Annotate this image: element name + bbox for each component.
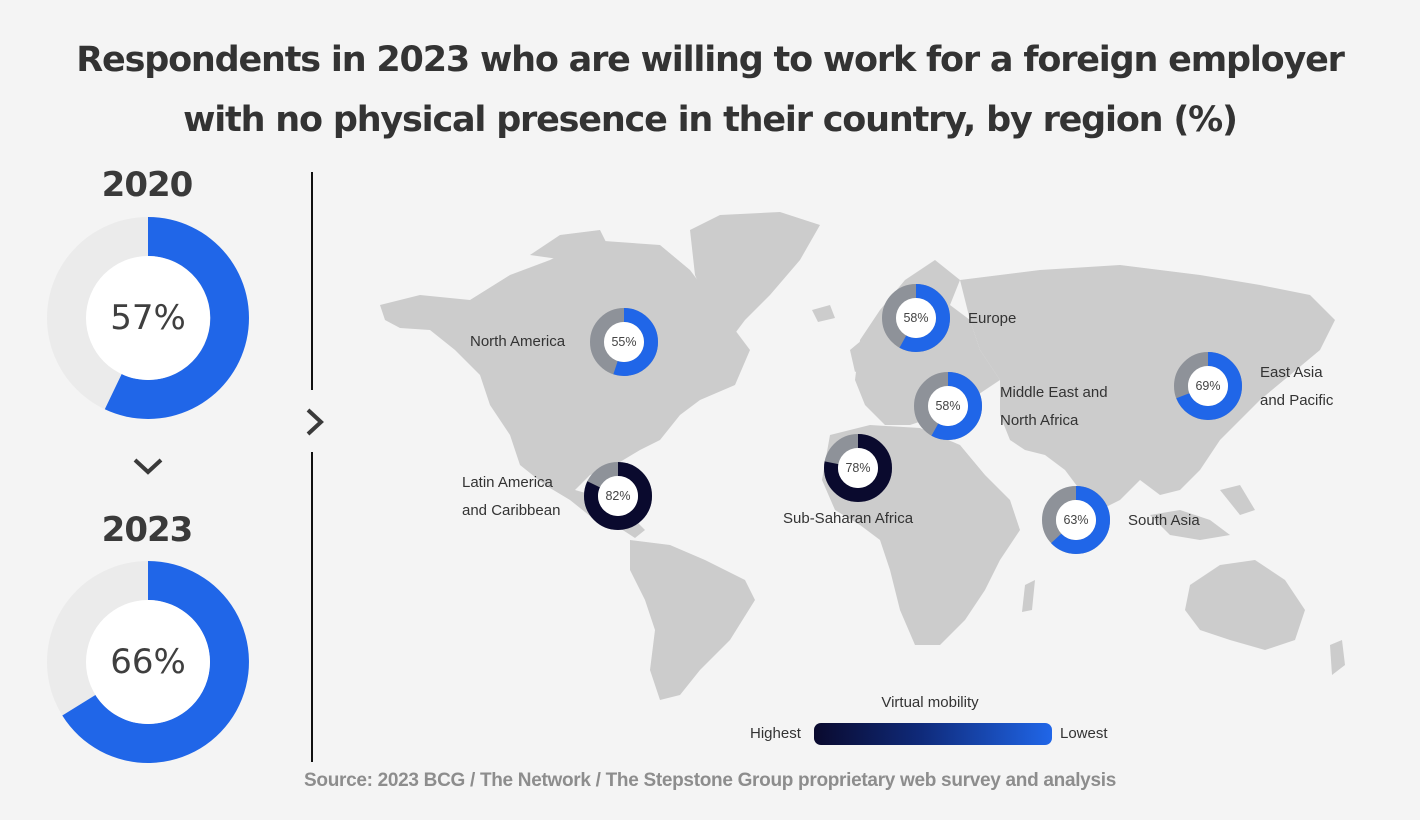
continent-south-america	[630, 540, 755, 700]
donut-east-asia-pacific: 69%	[1170, 348, 1246, 424]
label-middle-east-north-africa-line-2: North Africa	[1000, 412, 1079, 429]
chart-title-line-2: with no physical presence in their count…	[183, 100, 1238, 140]
donut-2023: 66%	[46, 560, 250, 764]
chevron-right-icon	[306, 408, 324, 436]
chart-title: Respondents in 2023 who are willing to w…	[0, 30, 1420, 150]
donut-europe-value: 58%	[903, 311, 929, 325]
divider-bottom	[311, 452, 313, 762]
continent-north-america	[380, 240, 750, 520]
label-north-america: North America	[470, 333, 566, 350]
label-east-asia-pacific-line-1: East Asia	[1260, 364, 1323, 381]
donut-latin-america-caribbean-value: 82%	[605, 489, 631, 503]
label-middle-east-north-africa: Middle East and North Africa	[1000, 379, 1108, 435]
label-latin-america-caribbean-line-2: and Caribbean	[462, 502, 561, 519]
continent-asia	[960, 265, 1335, 510]
label-east-asia-pacific: East Asia and Pacific	[1260, 359, 1333, 415]
legend-title: Virtual mobility	[881, 694, 979, 711]
chevron-down-icon	[133, 458, 163, 475]
label-latin-america-caribbean-line-1: Latin America	[462, 474, 553, 491]
label-sub-saharan-africa: Sub-Saharan Africa	[783, 510, 914, 527]
donut-north-america: 55%	[586, 304, 662, 380]
label-europe: Europe	[968, 310, 1017, 327]
donut-south-asia-value: 63%	[1063, 513, 1089, 527]
donut-middle-east-north-africa-value: 58%	[935, 399, 961, 413]
donut-sub-saharan-africa: 78%	[820, 430, 896, 506]
donut-south-asia: 63%	[1038, 482, 1114, 558]
year-2020-label: 2020	[101, 165, 194, 205]
donut-2020-value: 57%	[110, 298, 186, 338]
chart-title-line-1: Respondents in 2023 who are willing to w…	[76, 40, 1345, 80]
year-2023-label: 2023	[101, 510, 194, 550]
label-south-asia: South Asia	[1128, 512, 1200, 529]
continent-australia	[1185, 560, 1305, 650]
donut-north-america-value: 55%	[611, 335, 637, 349]
divider-top	[311, 172, 313, 390]
label-latin-america-caribbean: Latin America and Caribbean	[462, 469, 560, 525]
donut-sub-saharan-africa-value: 78%	[845, 461, 871, 475]
legend-high-label: Highest	[750, 725, 801, 742]
donut-east-asia-pacific-value: 69%	[1195, 379, 1221, 393]
label-middle-east-north-africa-line-1: Middle East and	[1000, 384, 1108, 401]
donut-latin-america-caribbean: 82%	[580, 458, 656, 534]
donut-europe: 58%	[878, 280, 954, 356]
donut-2023-value: 66%	[110, 642, 186, 682]
legend-low-label: Lowest	[1060, 725, 1108, 742]
source-note: Source: 2023 BCG / The Network / The Ste…	[304, 770, 1116, 791]
continent-greenland	[690, 212, 820, 340]
legend-gradient-bar	[814, 723, 1052, 745]
donut-middle-east-north-africa: 58%	[910, 368, 986, 444]
label-east-asia-pacific-line-2: and Pacific	[1260, 392, 1334, 409]
donut-2020: 57%	[46, 216, 250, 420]
